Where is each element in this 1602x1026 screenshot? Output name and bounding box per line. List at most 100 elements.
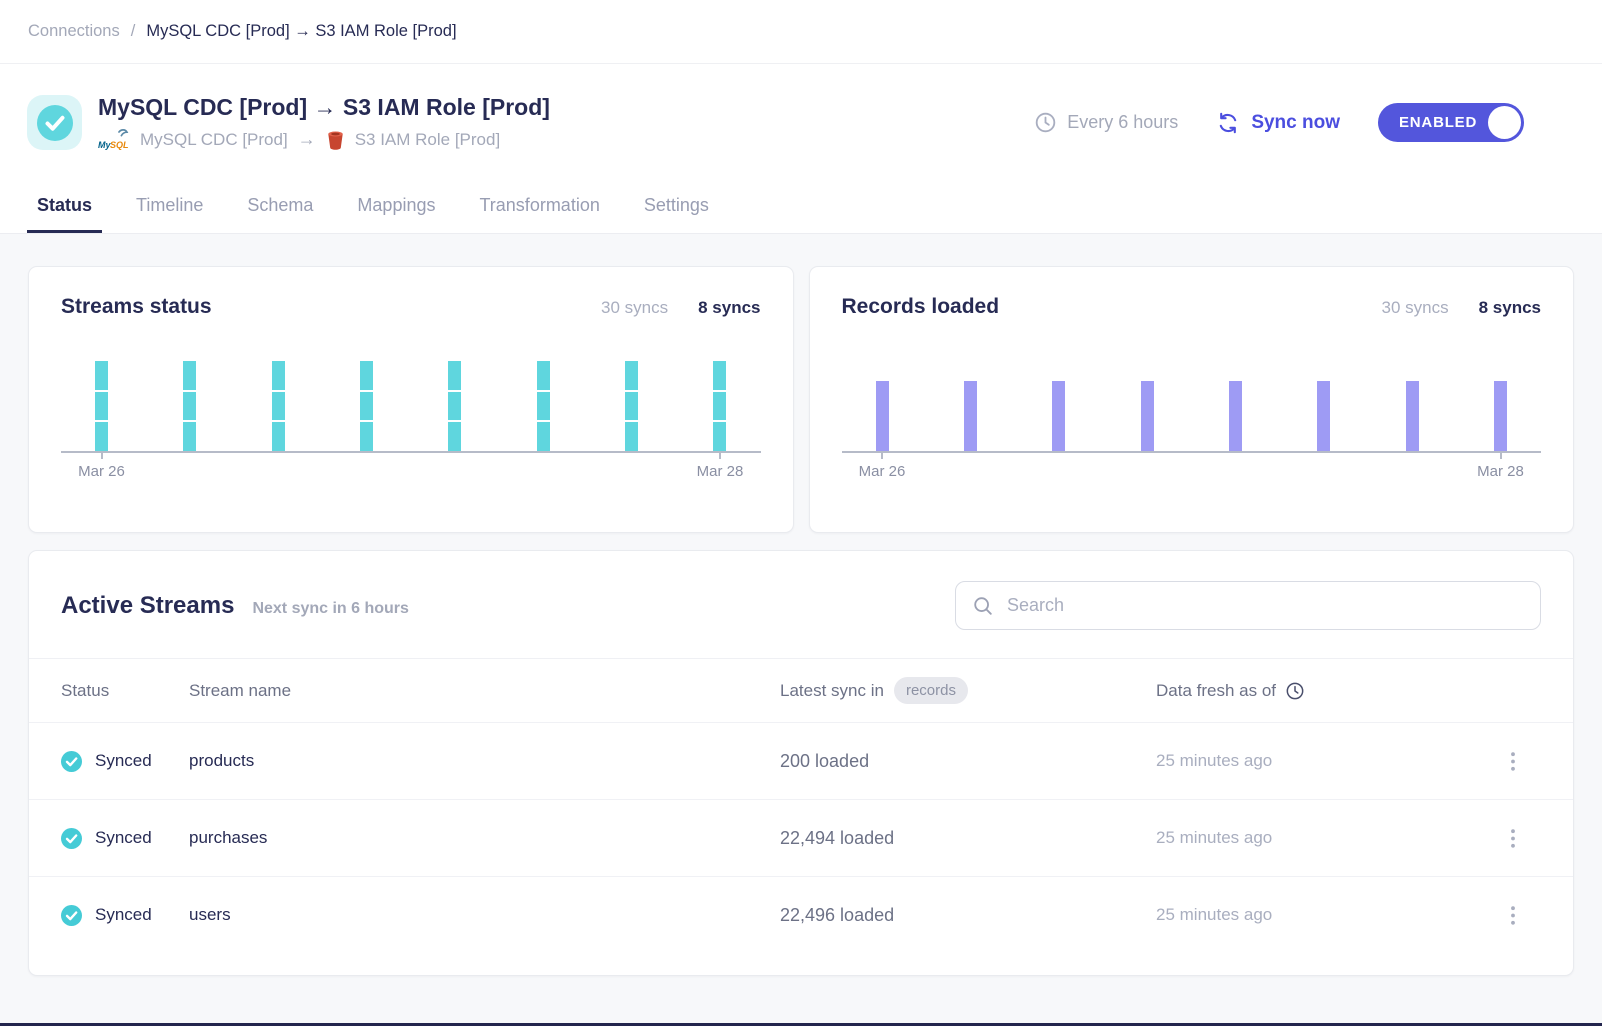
tab-settings[interactable]: Settings xyxy=(643,195,709,215)
connection-status-icon xyxy=(27,95,82,150)
data-fresh-value: 25 minutes ago xyxy=(1156,751,1273,770)
clock-icon xyxy=(1286,682,1304,699)
search-input[interactable] xyxy=(1007,595,1524,616)
chart-bar[interactable] xyxy=(1052,381,1066,451)
row-menu-button[interactable] xyxy=(1503,823,1523,854)
svg-text:SQL: SQL xyxy=(110,140,129,150)
col-data-fresh: Data fresh as of xyxy=(1156,680,1277,700)
range-8-syncs[interactable]: 8 syncs xyxy=(1478,298,1541,317)
source-name: MySQL CDC [Prod] xyxy=(140,129,288,149)
data-fresh-value: 25 minutes ago xyxy=(1156,828,1273,847)
x-axis-tick-last: Mar 28 xyxy=(1477,453,1524,480)
clock-icon xyxy=(1036,112,1056,133)
col-status: Status xyxy=(61,680,110,700)
active-streams-card: Active Streams Next sync in 6 hours Stat… xyxy=(28,550,1574,976)
next-sync-label: Next sync in 6 hours xyxy=(252,599,409,617)
destination-name: S3 IAM Role [Prod] xyxy=(354,129,501,149)
records-loaded-value: 200 loaded xyxy=(780,750,870,771)
tab-bar: Status Timeline Schema Mappings Transformati… xyxy=(0,181,1602,234)
chart-bar[interactable] xyxy=(1317,381,1331,451)
synced-check-icon xyxy=(61,750,82,772)
streams-table-body: Synced products 200 loaded 25 minutes ago Sy… xyxy=(29,722,1573,953)
toggle-knob xyxy=(1488,106,1521,139)
records-loaded-title: Records loaded xyxy=(841,295,1000,318)
chart-bar[interactable] xyxy=(536,361,550,452)
schedule-label: Every 6 hours xyxy=(1067,112,1179,132)
breadcrumb-current: MySQL CDC [Prod] → S3 IAM Role [Prod] xyxy=(146,22,457,40)
streams-status-chart: Mar 26 Mar 28 xyxy=(61,361,761,480)
records-loaded-value: 22,494 loaded xyxy=(780,827,895,848)
stream-name: users xyxy=(189,905,231,924)
stream-status: Synced xyxy=(95,828,152,847)
chart-bar[interactable] xyxy=(875,381,889,451)
tab-timeline[interactable]: Timeline xyxy=(136,195,204,215)
chart-bar[interactable] xyxy=(1228,381,1242,451)
records-loaded-card: Records loaded 30 syncs 8 syncs Mar 26 M… xyxy=(808,266,1574,533)
page-title: MySQL CDC [Prod] → S3 IAM Role [Prod] xyxy=(98,94,550,120)
svg-text:My: My xyxy=(98,140,111,150)
kebab-icon xyxy=(1511,751,1515,771)
records-loaded-value: 22,496 loaded xyxy=(780,904,895,925)
search-icon xyxy=(974,596,992,615)
refresh-icon xyxy=(1220,112,1237,133)
breadcrumb: Connections / MySQL CDC [Prod] → S3 IAM … xyxy=(0,0,1602,64)
x-axis-tick-first: Mar 26 xyxy=(78,453,125,480)
table-row[interactable]: Synced purchases 22,494 loaded 25 minutes a… xyxy=(29,799,1573,876)
row-menu-button[interactable] xyxy=(1503,900,1523,931)
status-tab-content: Streams status 30 syncs 8 syncs Mar 26 M… xyxy=(0,234,1602,976)
tab-status[interactable]: Status xyxy=(26,181,103,233)
breadcrumb-connections-link[interactable]: Connections xyxy=(28,22,120,40)
chart-bar[interactable] xyxy=(448,361,462,452)
col-latest-sync: Latest sync in xyxy=(780,680,884,700)
x-axis-tick-first: Mar 26 xyxy=(859,453,905,480)
stream-status: Synced xyxy=(95,905,152,924)
chart-bar[interactable] xyxy=(360,361,374,452)
breadcrumb-separator: / xyxy=(130,22,136,40)
active-streams-title: Active Streams xyxy=(61,591,235,619)
records-unit-badge[interactable]: records xyxy=(893,677,968,704)
row-menu-button[interactable] xyxy=(1503,746,1523,777)
sync-now-button[interactable]: Sync now xyxy=(1216,111,1340,135)
chart-bar[interactable] xyxy=(1493,381,1507,451)
chart-bar[interactable] xyxy=(183,361,197,452)
s3-bucket-icon xyxy=(327,131,343,150)
stream-status: Synced xyxy=(95,751,152,770)
tab-schema[interactable]: Schema xyxy=(247,195,314,215)
tab-transformation[interactable]: Transformation xyxy=(479,195,600,215)
table-row[interactable]: Synced products 200 loaded 25 minutes ago xyxy=(29,722,1573,799)
chart-bar[interactable] xyxy=(95,361,108,452)
streams-status-title: Streams status xyxy=(61,295,212,318)
kebab-icon xyxy=(1511,905,1515,925)
chart-bar[interactable] xyxy=(1405,381,1419,451)
mysql-logo-icon: My SQL xyxy=(98,129,129,150)
enabled-toggle[interactable]: ENABLED xyxy=(1378,103,1524,142)
records-loaded-chart: Mar 26 Mar 28 xyxy=(841,363,1541,480)
data-fresh-value: 25 minutes ago xyxy=(1156,905,1273,924)
sync-schedule: Every 6 hours xyxy=(1034,111,1178,134)
chart-bar[interactable] xyxy=(963,381,977,451)
stream-search xyxy=(955,581,1541,630)
bottom-edge xyxy=(0,1023,1602,1026)
table-row[interactable]: Synced users 22,496 loaded 25 minutes ago xyxy=(29,876,1573,953)
tab-mappings[interactable]: Mappings xyxy=(357,195,436,215)
source-to-dest-arrow: → xyxy=(297,129,316,149)
chart-bar[interactable] xyxy=(625,361,639,452)
range-30-syncs[interactable]: 30 syncs xyxy=(1381,298,1449,317)
streams-status-card: Streams status 30 syncs 8 syncs Mar 26 M… xyxy=(28,266,794,533)
synced-check-icon xyxy=(61,827,82,849)
col-stream-name: Stream name xyxy=(189,680,292,700)
chart-bar[interactable] xyxy=(271,361,285,452)
enabled-toggle-label: ENABLED xyxy=(1399,114,1478,131)
streams-table-header: Status Stream name Latest sync in record… xyxy=(29,658,1573,722)
sync-now-label: Sync now xyxy=(1251,111,1340,133)
range-8-syncs[interactable]: 8 syncs xyxy=(698,298,761,317)
connection-header: MySQL CDC [Prod] → S3 IAM Role [Prod] My… xyxy=(0,64,1602,181)
stream-name: purchases xyxy=(189,828,268,847)
synced-check-icon xyxy=(61,904,82,926)
chart-bar[interactable] xyxy=(1140,381,1154,451)
chart-bar[interactable] xyxy=(713,361,727,452)
range-30-syncs[interactable]: 30 syncs xyxy=(601,298,669,317)
x-axis-tick-last: Mar 28 xyxy=(697,453,743,480)
kebab-icon xyxy=(1511,828,1515,848)
stream-name: products xyxy=(189,751,255,770)
